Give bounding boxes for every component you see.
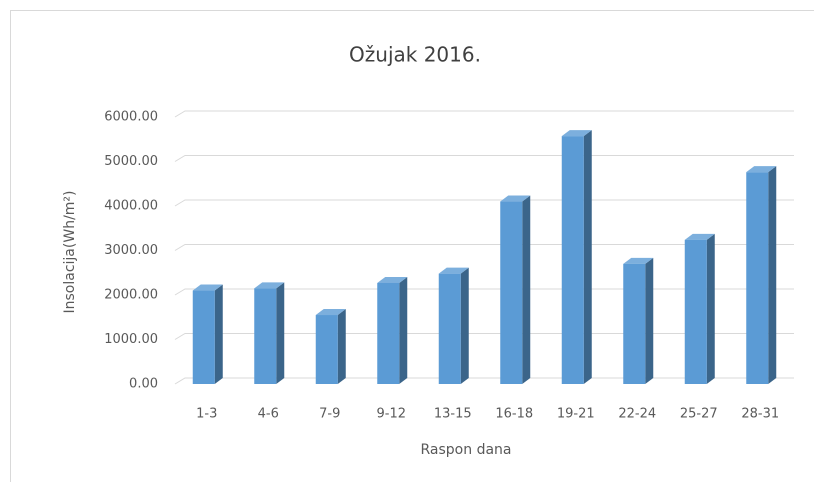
x-axis-title: Raspon dana	[421, 442, 512, 458]
grid-line	[174, 110, 794, 118]
bar	[192, 290, 215, 384]
x-tick-label: 19-21	[557, 407, 595, 422]
bar	[684, 239, 707, 384]
x-tick-label: 7-9	[319, 407, 340, 422]
x-tick-label: 1-3	[196, 407, 217, 422]
x-tick-label: 13-15	[434, 407, 472, 422]
bar-top	[561, 130, 592, 137]
y-axis-title: Insolacija(Wh/m²)	[62, 191, 78, 314]
bar-top	[746, 166, 777, 173]
y-tick-label: 1000.00	[104, 332, 158, 347]
bar-side	[583, 130, 592, 384]
bar	[315, 315, 338, 384]
bar-top	[623, 257, 654, 264]
bar-top	[315, 309, 346, 316]
bar-side	[645, 257, 654, 384]
bar-side	[768, 166, 777, 384]
bar-top	[192, 284, 223, 291]
bar-side	[522, 195, 531, 384]
bar	[254, 288, 277, 384]
bar-top	[684, 233, 715, 240]
bar-top	[500, 195, 531, 202]
bar-side	[706, 233, 715, 384]
bar-top	[438, 267, 469, 274]
bar-side	[276, 282, 285, 384]
y-tick-label: 0.00	[129, 377, 158, 392]
bar	[438, 273, 461, 384]
bar	[377, 282, 400, 384]
y-tick-label: 2000.00	[104, 288, 158, 303]
x-tick-label: 28-31	[741, 407, 779, 422]
x-tick-label: 22-24	[618, 407, 656, 422]
bar	[746, 172, 769, 384]
x-tick-label: 25-27	[680, 407, 718, 422]
y-tick-label: 4000.00	[104, 199, 158, 214]
bar	[500, 201, 523, 384]
x-tick-label: 4-6	[258, 407, 279, 422]
bar-side	[337, 309, 346, 384]
bar-side	[460, 267, 469, 384]
x-tick-label: 9-12	[376, 407, 406, 422]
chart-title: Ožujak 2016.	[349, 43, 481, 67]
bar-top	[377, 276, 408, 283]
y-tick-label: 6000.00	[104, 110, 158, 125]
bar-side	[214, 284, 223, 384]
bar-top	[254, 282, 285, 289]
y-tick-label: 5000.00	[104, 154, 158, 169]
x-tick-label: 16-18	[495, 407, 533, 422]
bar	[561, 136, 584, 384]
bar	[623, 263, 646, 384]
y-tick-label: 3000.00	[104, 243, 158, 258]
bar-side	[399, 276, 408, 384]
chart-border	[10, 10, 814, 482]
